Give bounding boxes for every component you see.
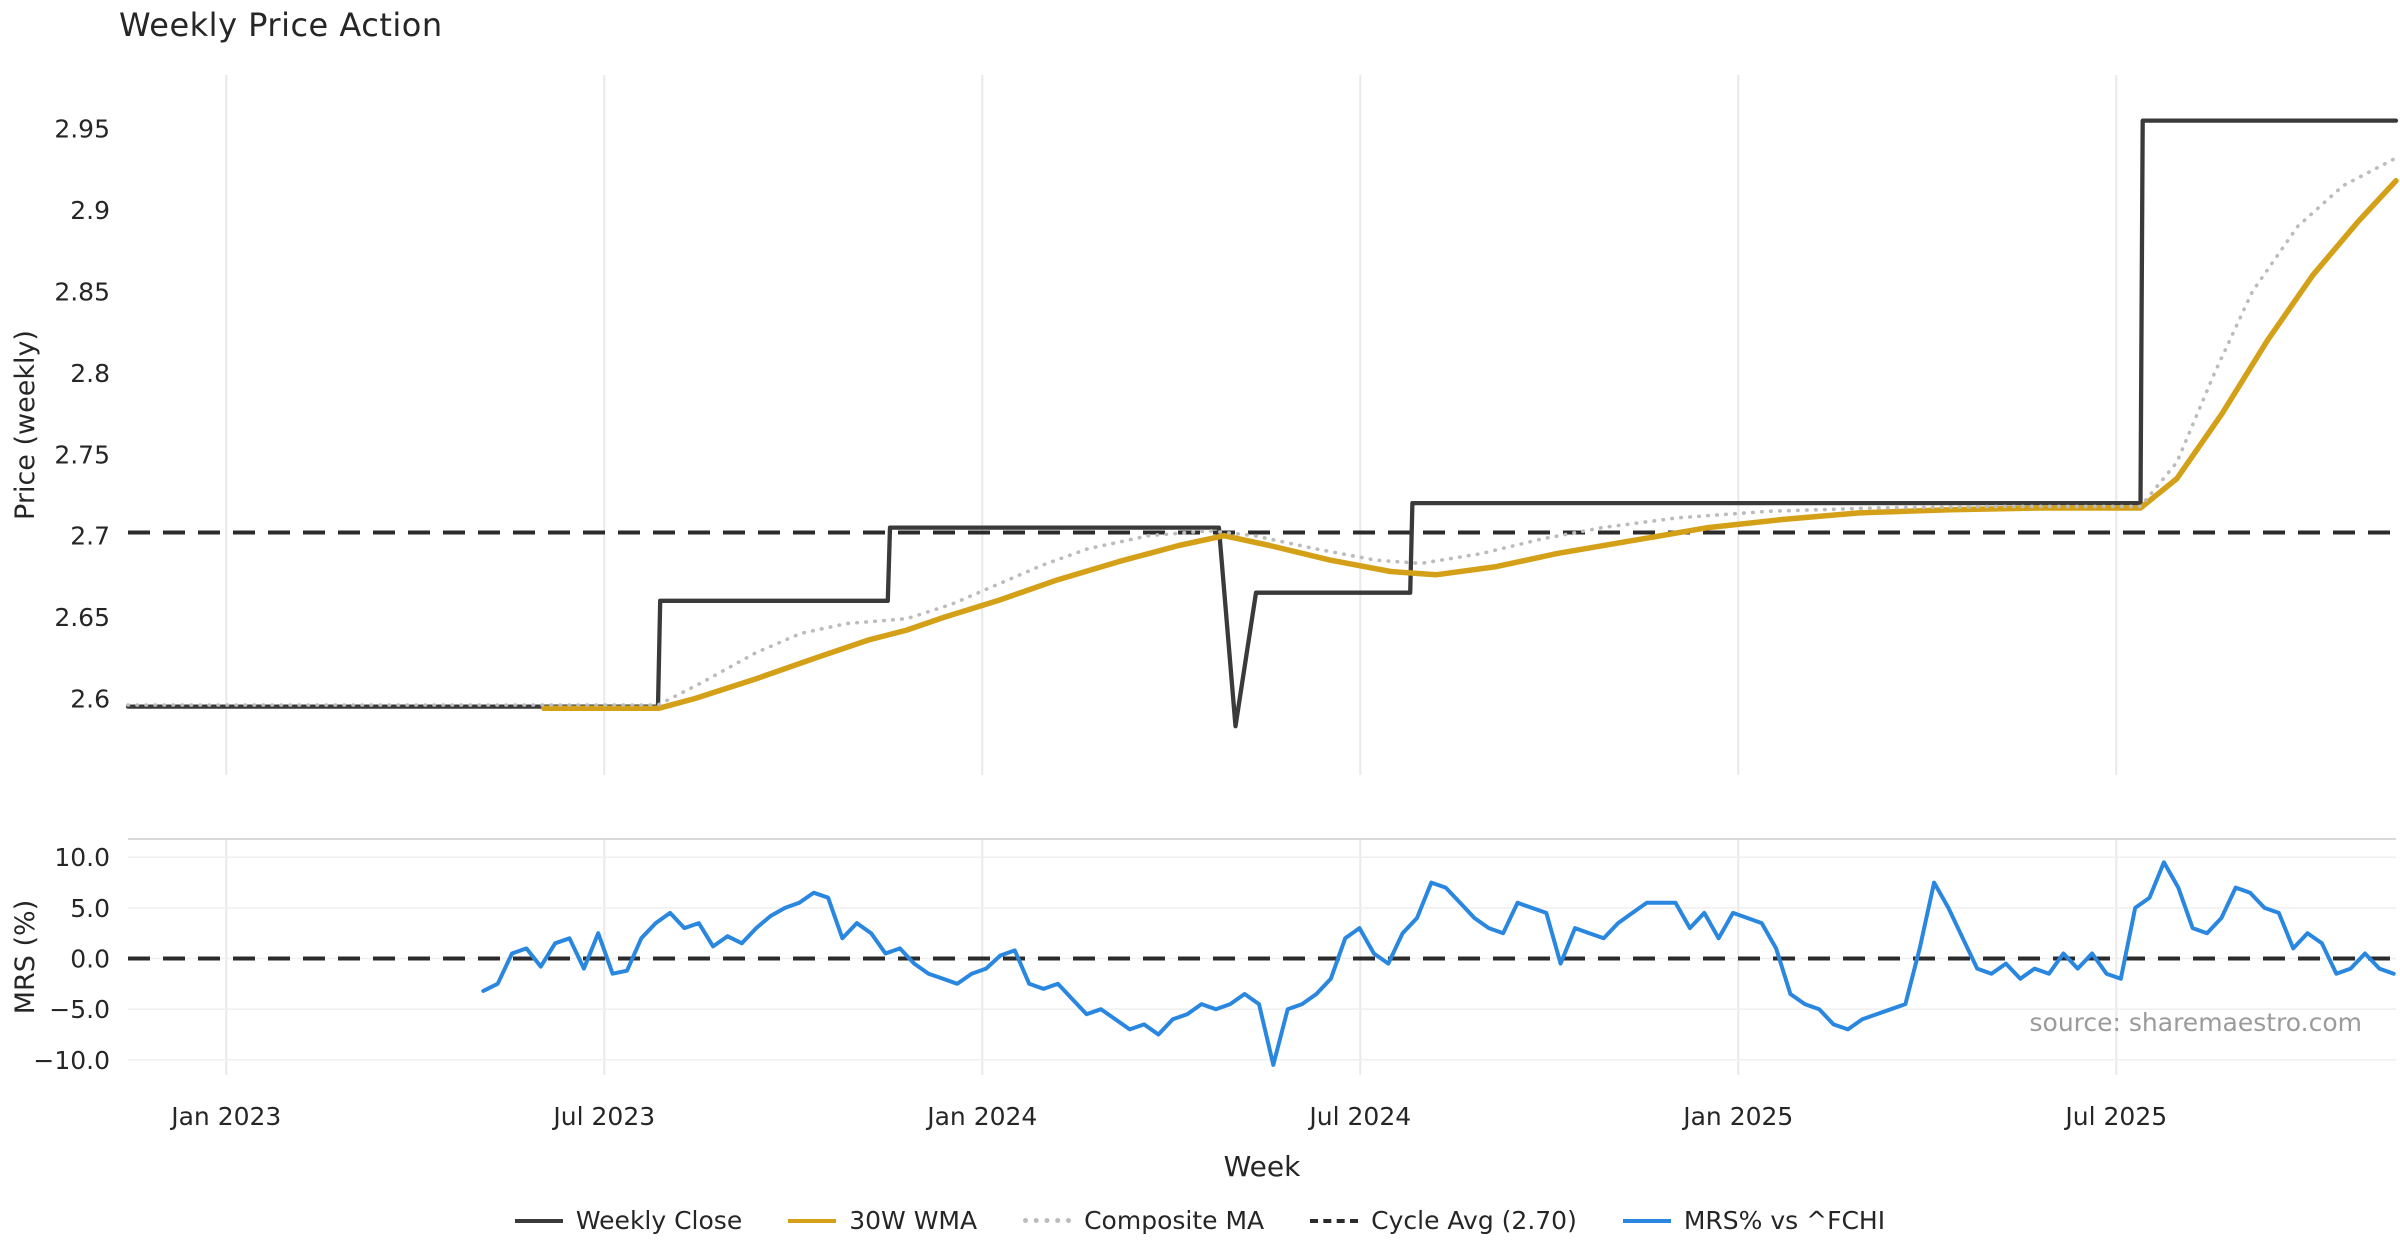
- svg-text:2.7: 2.7: [70, 522, 110, 551]
- legend-item-weekly-close: Weekly Close: [514, 1206, 743, 1235]
- svg-text:Jan 2024: Jan 2024: [925, 1102, 1037, 1131]
- svg-text:2.75: 2.75: [54, 440, 110, 469]
- line-swatch-icon: [1023, 1218, 1072, 1223]
- legend-item-composite-ma: Composite MA: [1023, 1206, 1264, 1235]
- series-weekly-close: [125, 118, 2399, 729]
- line-swatch-icon: [1622, 1218, 1671, 1223]
- svg-text:Jan 2025: Jan 2025: [1681, 1102, 1793, 1131]
- svg-text:2.65: 2.65: [54, 603, 110, 632]
- svg-text:−10.0: −10.0: [33, 1046, 110, 1075]
- line-swatch-icon: [788, 1218, 837, 1223]
- legend-label: Cycle Avg (2.70): [1371, 1206, 1577, 1235]
- svg-text:Week: Week: [1224, 1150, 1301, 1183]
- legend-item-30w-wma: 30W WMA: [788, 1206, 977, 1235]
- svg-text:2.6: 2.6: [70, 684, 110, 713]
- svg-text:Jan 2023: Jan 2023: [169, 1102, 281, 1131]
- series-composite-ma: [126, 156, 2398, 707]
- svg-text:0.0: 0.0: [70, 945, 110, 974]
- series-mrs-vs-fchi: [481, 860, 2396, 1067]
- series-30w-wma: [541, 178, 2399, 712]
- line-swatch-icon: [1310, 1218, 1359, 1223]
- svg-text:MRS (%): MRS (%): [10, 900, 41, 1015]
- svg-text:Price (weekly): Price (weekly): [10, 330, 41, 520]
- svg-text:2.95: 2.95: [54, 115, 110, 144]
- legend-item-mrs-vs-fchi: MRS% vs ^FCHI: [1622, 1206, 1886, 1235]
- source-note: source: sharemaestro.com: [2029, 1008, 2363, 1037]
- line-swatch-icon: [514, 1218, 563, 1223]
- svg-text:Jul 2025: Jul 2025: [2063, 1102, 2167, 1131]
- legend-label: Weekly Close: [575, 1206, 743, 1235]
- svg-text:−5.0: −5.0: [49, 995, 110, 1024]
- legend-item-cycle-avg: Cycle Avg (2.70): [1310, 1206, 1577, 1235]
- chart-title: Weekly Price Action: [119, 6, 443, 44]
- chart-legend: Weekly Close 30W WMA Composite MA Cycle …: [0, 1206, 2400, 1235]
- legend-label: MRS% vs ^FCHI: [1683, 1206, 1886, 1235]
- svg-text:Jul 2023: Jul 2023: [551, 1102, 655, 1131]
- svg-text:5.0: 5.0: [70, 894, 110, 923]
- svg-text:10.0: 10.0: [54, 843, 110, 872]
- svg-text:2.8: 2.8: [70, 359, 110, 388]
- legend-label: 30W WMA: [849, 1206, 978, 1235]
- svg-text:2.85: 2.85: [54, 278, 110, 307]
- legend-label: Composite MA: [1084, 1206, 1265, 1235]
- svg-text:2.9: 2.9: [70, 196, 110, 225]
- svg-text:Jul 2024: Jul 2024: [1307, 1102, 1411, 1131]
